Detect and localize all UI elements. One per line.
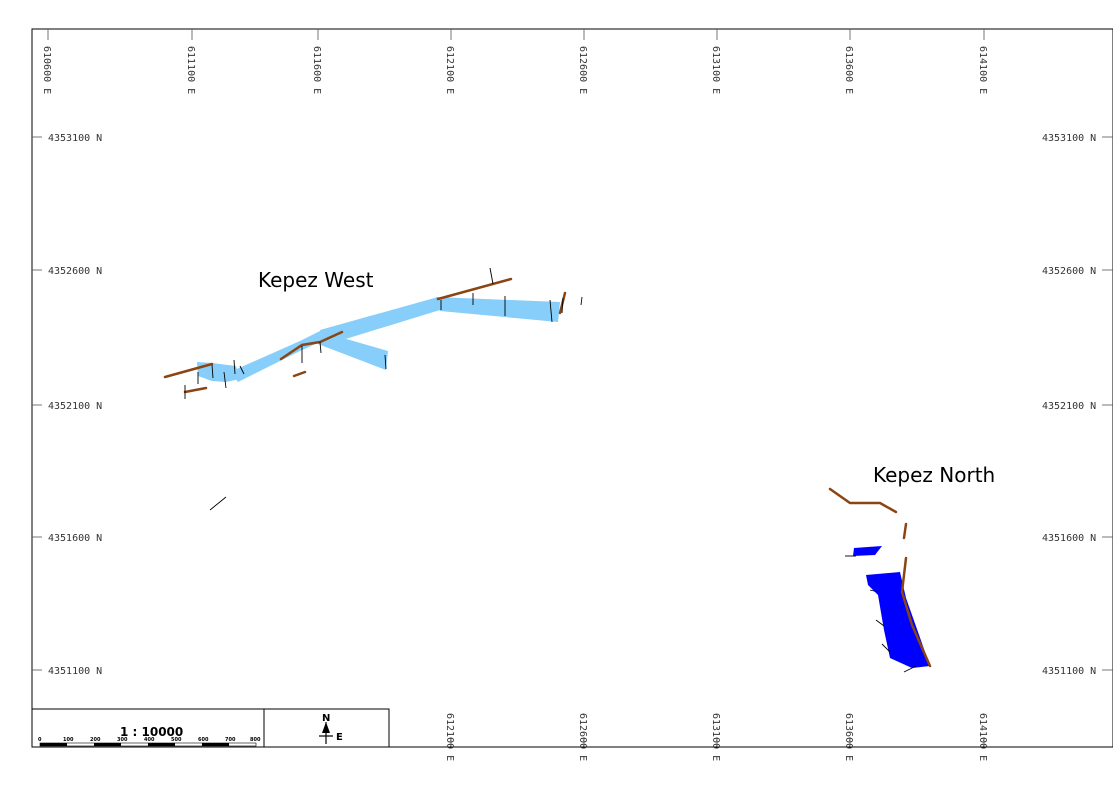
orebody-shape xyxy=(318,332,388,370)
scale-ratio: 1 : 10000 xyxy=(120,725,183,739)
scale-tick-label: 100 xyxy=(63,737,74,743)
scale-tick-label: 200 xyxy=(90,737,101,743)
scale-tick-label: 400 xyxy=(144,737,155,743)
northing-labels-right: 4353100 N 4352600 N 4352100 N 4351600 N … xyxy=(1042,133,1113,677)
easting-label: 613100 E xyxy=(710,713,721,761)
scale-tick-label: 300 xyxy=(117,737,128,743)
easting-label: 613600 E xyxy=(843,713,854,761)
northing-labels-left: 4353100 N 4352600 N 4352100 N 4351600 N … xyxy=(32,133,102,677)
northing-label: 4352100 N xyxy=(48,401,102,412)
fault-line xyxy=(279,330,344,361)
orebody-shape xyxy=(436,297,560,322)
scale-tick-label: 800 xyxy=(250,737,261,743)
orebody-shape xyxy=(853,546,882,556)
fault-line xyxy=(828,487,898,514)
scale-tick-label: 0 xyxy=(38,737,42,743)
north-label: N xyxy=(322,713,330,724)
kepez-north-faults xyxy=(828,487,932,668)
easting-label: 611100 E xyxy=(185,46,196,94)
easting-labels-top: 610600 E 611100 E 611600 E 612100 E 6126… xyxy=(41,29,988,94)
map-frame xyxy=(31,28,1113,748)
fault-line xyxy=(902,522,908,540)
orebody-shape xyxy=(320,297,440,345)
easting-label: 613600 E xyxy=(843,46,854,94)
fault-line xyxy=(163,362,214,379)
northing-label: 4351100 N xyxy=(1042,666,1096,677)
orebody-shape xyxy=(866,572,930,668)
easting-label: 614100 E xyxy=(977,713,988,761)
orebody-shape xyxy=(197,362,240,382)
area-label-kepez-west: Kepez West xyxy=(258,268,374,292)
fault-line xyxy=(183,386,208,394)
northing-label: 4352600 N xyxy=(1042,266,1096,277)
kepez-west-orebody xyxy=(197,297,560,382)
scale-tick-label: 600 xyxy=(198,737,209,743)
kepez-north-drill-holes xyxy=(845,555,917,673)
scale-tick-label: 500 xyxy=(171,737,182,743)
northing-label: 4351600 N xyxy=(48,533,102,544)
northing-label: 4351100 N xyxy=(48,666,102,677)
kepez-west-faults xyxy=(163,277,567,394)
fault-line xyxy=(292,370,307,378)
easting-label: 612600 E xyxy=(577,46,588,94)
northing-label: 4353100 N xyxy=(1042,133,1096,144)
area-label-kepez-north: Kepez North xyxy=(873,463,995,487)
easting-label: 612100 E xyxy=(444,713,455,761)
orebody-shape xyxy=(230,330,322,382)
kepez-north-orebody xyxy=(853,546,930,668)
fault-line xyxy=(900,556,932,668)
northing-label: 4352100 N xyxy=(1042,401,1096,412)
easting-label: 612600 E xyxy=(577,713,588,761)
fault-line xyxy=(436,277,513,301)
easting-label: 613100 E xyxy=(710,46,721,94)
drill-holes xyxy=(184,267,583,511)
easting-label: 611600 E xyxy=(311,46,322,94)
scale-bar: 1 : 10000 0 100 200 300 400 500 600 700 … xyxy=(31,708,265,748)
northing-label: 4351600 N xyxy=(1042,533,1096,544)
northing-label: 4352600 N xyxy=(48,266,102,277)
east-label: E xyxy=(336,732,343,743)
easting-label: 614100 E xyxy=(977,46,988,94)
easting-label: 610600 E xyxy=(41,46,52,94)
northing-label: 4353100 N xyxy=(48,133,102,144)
north-arrow: N E xyxy=(263,708,390,748)
scale-tick-label: 700 xyxy=(225,737,236,743)
easting-labels-bottom: 612100 E 612600 E 613100 E 613600 E 6141… xyxy=(444,713,988,761)
easting-label: 612100 E xyxy=(444,46,455,94)
